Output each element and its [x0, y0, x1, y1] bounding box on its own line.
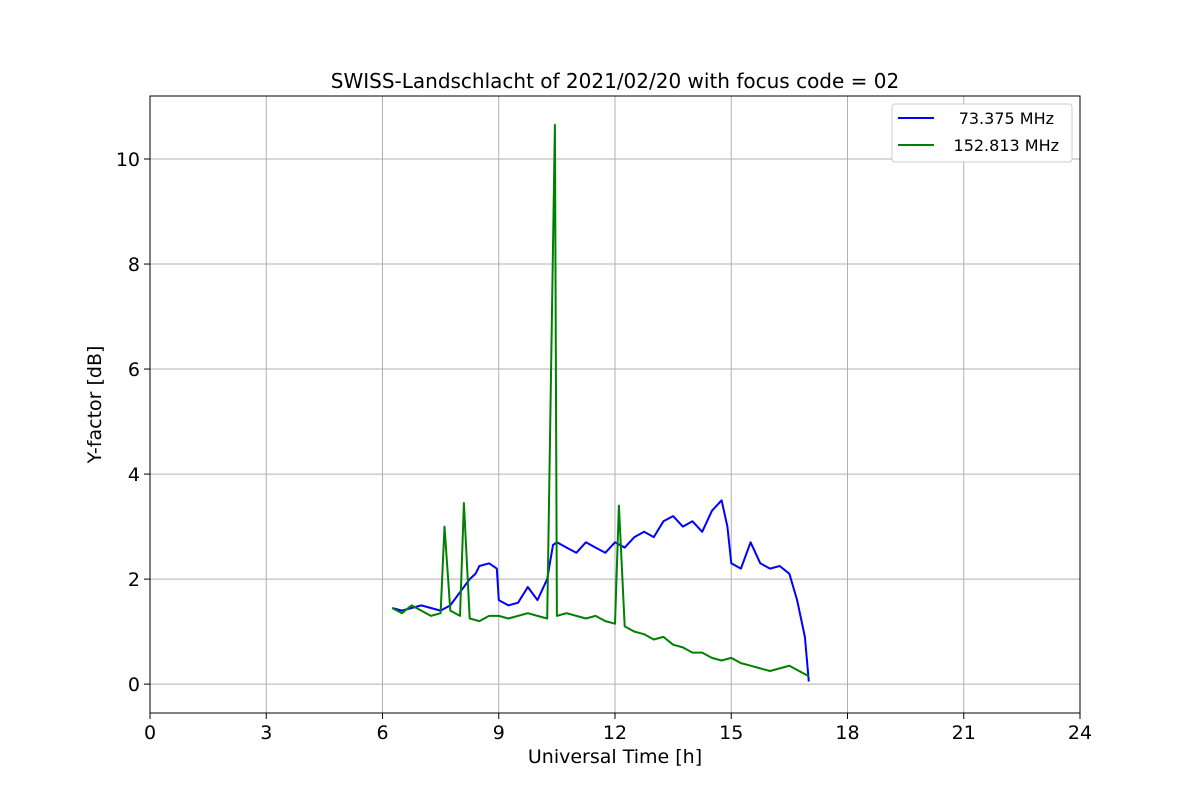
series-line-0	[391, 499, 810, 682]
x-axis-label: Universal Time [h]	[528, 746, 702, 768]
legend: 73.375 MHz 152.813 MHz	[891, 103, 1073, 163]
y-tick-label: 0	[128, 674, 140, 696]
x-tick-label: 21	[952, 722, 976, 744]
y-axis-label: Y-factor [dB]	[84, 346, 106, 465]
x-tick-label: 18	[835, 722, 859, 744]
y-tick-label: 10	[116, 149, 140, 171]
chart-title: SWISS-Landschlacht of 2021/02/20 with fo…	[331, 69, 899, 93]
y-tick-label: 2	[128, 569, 140, 591]
x-tick-label: 9	[493, 722, 505, 744]
x-tick-label: 15	[719, 722, 743, 744]
y-tick-label: 4	[128, 464, 140, 486]
x-tick-label: 3	[260, 722, 272, 744]
x-tick-label: 6	[376, 722, 388, 744]
x-tick-label: 12	[603, 722, 627, 744]
series-line-1	[391, 123, 810, 678]
x-tick-label: 24	[1068, 722, 1092, 744]
y-tick-label: 6	[128, 359, 140, 381]
legend-label-73-375: 73.375 MHz	[959, 109, 1054, 128]
x-tick-label: 0	[144, 722, 156, 744]
series-layer	[391, 123, 810, 682]
legend-box	[891, 103, 1073, 163]
legend-label-152-813: 152.813 MHz	[954, 136, 1059, 155]
y-tick-label: 8	[128, 254, 140, 276]
